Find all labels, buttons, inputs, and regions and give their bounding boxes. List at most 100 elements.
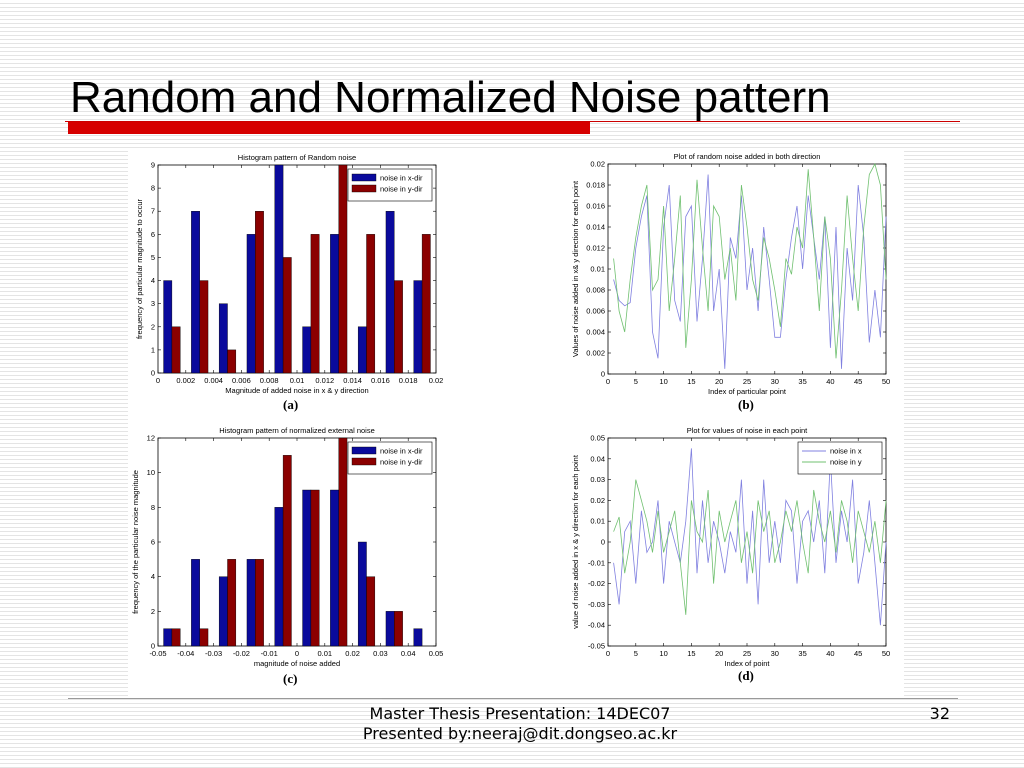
chart-a-bar (274, 164, 284, 374)
footer-line-2: Presented by:neeraj@dit.dongseo.ac.kr (362, 724, 678, 743)
chart-a-title: Histogram pattern of Random noise (238, 153, 356, 162)
slide-title: Random and Normalized Noise pattern (70, 73, 831, 122)
chart-c-ytick-label: 6 (151, 538, 155, 547)
chart-a-xtick-label: 0.014 (343, 376, 362, 385)
chart-c-bar (394, 611, 403, 647)
chart-b-ytick-label: 0 (601, 370, 605, 379)
chart-b-series-line (613, 162, 887, 359)
chart-b-svg: Plot of random noise added in both direc… (571, 152, 890, 396)
chart-a-ytick-label: 7 (151, 207, 155, 216)
chart-a-bar (310, 234, 320, 374)
chart-a-xtick-label: 0.002 (176, 376, 195, 385)
chart-a-bar (227, 349, 237, 374)
chart-d-xtick-label: 10 (659, 649, 667, 658)
chart-c-bar (163, 628, 173, 647)
chart-a-bar (199, 280, 209, 374)
footer-rule (68, 698, 958, 699)
chart-a-bar (246, 234, 256, 374)
chart-d-xlabel: Index of point (724, 659, 770, 668)
chart-a-bar (366, 234, 376, 374)
chart-a-bar (421, 234, 431, 374)
chart-c-bar (385, 611, 395, 647)
chart-a-xtick-label: 0.02 (429, 376, 444, 385)
chart-c-ylabel: frequency of the particular noise magnit… (131, 470, 140, 614)
chart-c-xtick-label: 0.05 (429, 649, 444, 658)
title-accent-bar (68, 122, 590, 134)
panel-label-a: (a) (283, 397, 299, 412)
chart-c-xtick-label: 0 (295, 649, 299, 658)
chart-d-xtick-label: 20 (715, 649, 723, 658)
chart-d-xtick-label: 5 (634, 649, 638, 658)
chart-c-bar (282, 455, 292, 647)
chart-c-xtick-label: -0.03 (205, 649, 222, 658)
chart-d-xtick-label: 50 (882, 649, 890, 658)
chart-a-bar (330, 234, 339, 374)
chart-c-legend-label: noise in y-dir (380, 458, 423, 467)
chart-c-xtick-label: -0.02 (233, 649, 250, 658)
chart-b-xtick-label: 25 (743, 377, 751, 386)
chart-c-ytick-label: 0 (151, 642, 155, 651)
chart-a-bar (413, 280, 423, 374)
chart-d-title: Plot for values of noise in each point (687, 426, 808, 435)
chart-c-ytick-label: 10 (147, 468, 155, 477)
chart-a-legend-label: noise in x-dir (380, 174, 423, 183)
chart-a-ytick-label: 6 (151, 230, 155, 239)
chart-a-bar (191, 211, 200, 374)
chart-c: Histogram pattern of normalized external… (128, 420, 448, 684)
chart-c-xtick-label: 0.01 (317, 649, 332, 658)
chart-b-ytick-label: 0.004 (586, 328, 605, 337)
chart-b-xtick-label: 35 (798, 377, 806, 386)
chart-a-ytick-label: 5 (151, 253, 155, 262)
chart-c-bar (274, 507, 284, 647)
chart-c-bar (357, 541, 367, 647)
chart-a-ytick-label: 2 (151, 322, 155, 331)
chart-a-bar (302, 326, 312, 374)
chart-c-bar (227, 559, 237, 647)
chart-b-xtick-label: 20 (715, 377, 723, 386)
chart-b-ytick-label: 0.012 (586, 244, 605, 253)
chart-d-series-line (613, 479, 887, 615)
chart-c-legend-label: noise in x-dir (380, 447, 423, 456)
chart-b-xtick-label: 5 (634, 377, 638, 386)
chart-a-legend-label: noise in y-dir (380, 185, 423, 194)
chart-a-ytick-label: 3 (151, 299, 155, 308)
chart-a-bar (338, 164, 348, 374)
chart-c-bar (255, 559, 264, 647)
chart-d-ytick-label: 0.04 (590, 454, 605, 463)
chart-a-bar (357, 326, 367, 374)
chart-a-ytick-label: 0 (151, 369, 155, 378)
chart-b: Plot of random noise added in both direc… (558, 148, 898, 412)
chart-c-bar (330, 489, 339, 647)
chart-d-ytick-label: -0.01 (588, 558, 605, 567)
chart-c-ytick-label: 12 (147, 434, 155, 443)
chart-b-xtick-label: 15 (687, 377, 695, 386)
chart-b-xtick-label: 0 (606, 377, 610, 386)
chart-b-ytick-label: 0.02 (590, 160, 605, 169)
chart-c-ytick-label: 4 (151, 572, 155, 581)
chart-c-svg: Histogram pattern of normalized external… (131, 426, 444, 668)
chart-d: Plot for values of noise in each point 0 5… (558, 420, 898, 684)
chart-b-ytick-label: 0.01 (590, 265, 605, 274)
chart-c-title: Histogram pattern of normalized external… (219, 426, 375, 435)
title-underline (65, 121, 960, 122)
chart-a-xtick-label: 0.018 (399, 376, 418, 385)
chart-d-ytick-label: -0.02 (588, 579, 605, 588)
chart-a-ylabel: frequency of particular magnitude to occ… (135, 198, 144, 339)
chart-b-ytick-label: 0.016 (586, 202, 605, 211)
chart-b-xtick-label: 40 (826, 377, 834, 386)
chart-a-ytick-label: 9 (151, 161, 155, 170)
chart-a-bar (282, 257, 292, 374)
chart-a-ytick-label: 8 (151, 184, 155, 193)
chart-c-xtick-label: -0.05 (149, 649, 166, 658)
chart-c-ytick-label: 2 (151, 607, 155, 616)
chart-d-xtick-label: 25 (743, 649, 751, 658)
chart-b-ytick-label: 0.014 (586, 223, 605, 232)
chart-c-xtick-label: -0.01 (261, 649, 278, 658)
chart-b-xtick-label: 50 (882, 377, 890, 386)
chart-a-svg: Histogram pattern of Random noise 0 0.002 0… (135, 153, 444, 395)
chart-d-legend-label: noise in y (830, 458, 862, 467)
chart-a-bar (218, 303, 228, 374)
chart-a-xtick-label: 0 (156, 376, 160, 385)
chart-c-xtick-label: 0.04 (401, 649, 416, 658)
footer-text: Master Thesis Presentation: 14DEC07 Pres… (340, 704, 700, 744)
